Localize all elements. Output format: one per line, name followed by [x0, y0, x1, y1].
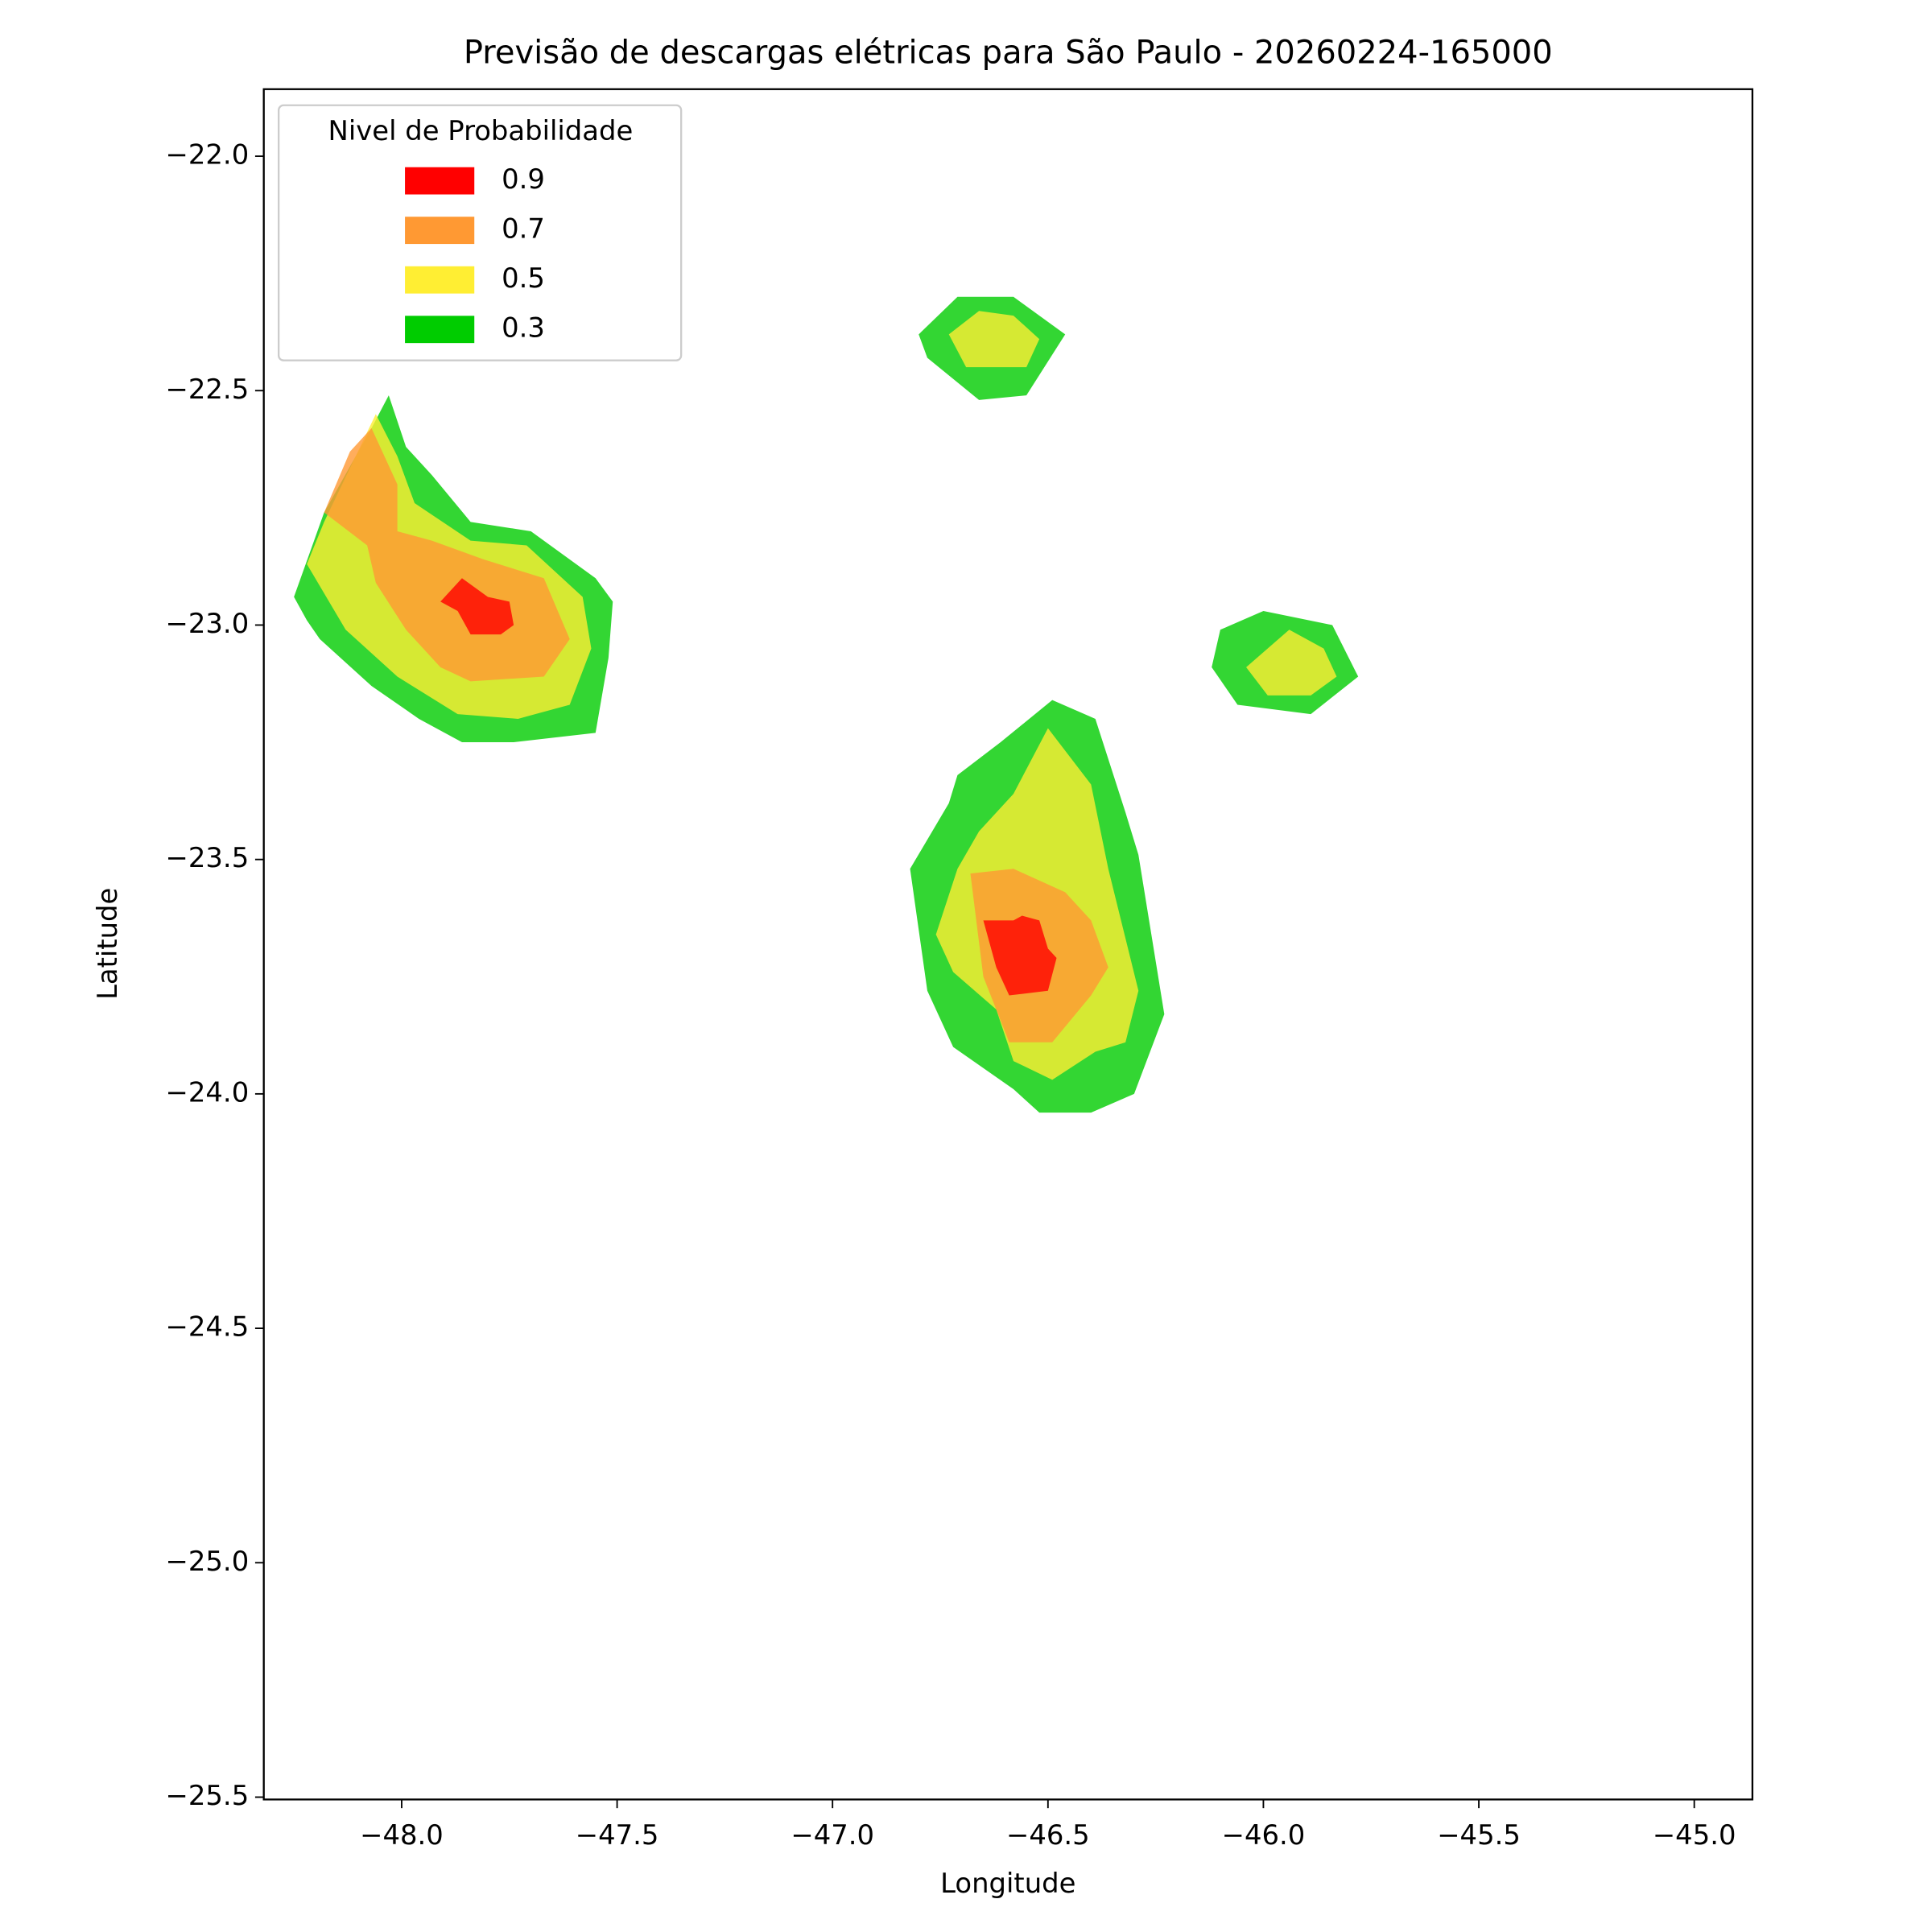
y-tick-label: −22.0: [166, 139, 250, 171]
y-tick-label: −22.5: [166, 374, 250, 405]
x-tick-label: −45.0: [1653, 1819, 1736, 1851]
chart-title: Previsão de descargas elétricas para São…: [464, 35, 1553, 72]
plot-frame: [262, 88, 1754, 1801]
legend-label: 0.3: [502, 312, 545, 344]
y-tick-label: −23.5: [166, 842, 250, 873]
legend-swatch: [405, 266, 475, 294]
contour-region: [948, 311, 1040, 368]
legend-label: 0.5: [502, 262, 545, 294]
x-tick-label: −48.0: [360, 1819, 444, 1851]
legend-box: [278, 104, 683, 361]
legend-swatch: [405, 217, 475, 245]
legend-label: 0.9: [502, 163, 545, 195]
x-tick-label: −46.0: [1222, 1819, 1306, 1851]
legend-swatch: [405, 316, 475, 344]
y-tick-label: −23.0: [166, 608, 250, 639]
x-tick-label: −46.5: [1006, 1819, 1090, 1851]
legend-swatch: [405, 167, 475, 195]
contour-region: [983, 915, 1057, 996]
legend-label: 0.7: [502, 213, 545, 245]
y-tick-label: −25.5: [166, 1780, 250, 1811]
x-tick-label: −45.5: [1437, 1819, 1521, 1851]
contour-region: [1246, 630, 1337, 696]
y-axis-label: Latitude: [92, 888, 123, 1000]
legend-title: Nivel de Probabilidade: [328, 115, 634, 147]
x-tick-label: −47.0: [791, 1819, 874, 1851]
x-tick-label: −47.5: [576, 1819, 659, 1851]
plot-area: [294, 296, 1359, 1113]
y-tick-label: −25.0: [166, 1546, 250, 1577]
x-axis-label: Longitude: [940, 1868, 1075, 1899]
y-tick-label: −24.0: [166, 1076, 250, 1108]
contour-region: [440, 578, 514, 635]
y-tick-label: −24.5: [166, 1311, 250, 1343]
